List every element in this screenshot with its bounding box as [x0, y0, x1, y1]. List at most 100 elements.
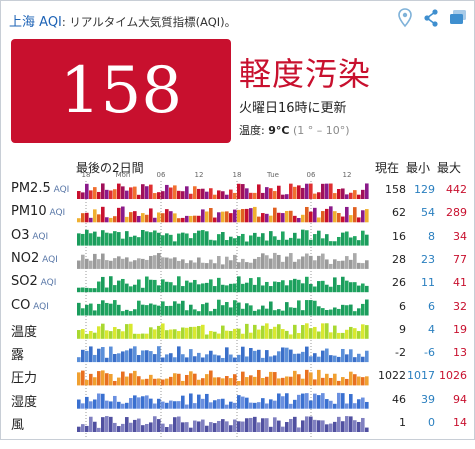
sparkline-bar: [305, 230, 309, 246]
sparkline-bar: [321, 420, 325, 432]
sparkline-bar: [361, 324, 365, 339]
sparkline-bar: [293, 399, 297, 409]
sparkline-bar: [281, 213, 285, 223]
sparkline-bar: [117, 329, 121, 339]
sparkline-bar: [341, 393, 345, 409]
sparkline-bar: [189, 260, 193, 269]
time-axis-label: 12: [343, 171, 352, 179]
sparkline-bar: [225, 330, 229, 339]
sparkline-bar: [165, 330, 169, 339]
sparkline-bar: [209, 239, 213, 246]
row-max-value: 14: [453, 416, 467, 429]
sparkline-bar: [329, 286, 333, 293]
sparkline-bar: [233, 300, 237, 316]
sparkline-bar: [237, 276, 241, 293]
sparkline-bar: [185, 422, 189, 432]
sparkline-bar: [125, 417, 129, 432]
city-name[interactable]: 上海: [9, 15, 36, 30]
sparkline-bar: [177, 233, 181, 246]
sparkline-bar: [97, 393, 101, 409]
sparkline-bar: [165, 281, 169, 293]
row-label-text: 温度: [11, 324, 38, 340]
sparkline-bar: [153, 193, 157, 199]
row-label-text: 風: [11, 418, 25, 433]
sparkline-bar: [89, 288, 93, 293]
sparkline-bar: [201, 283, 205, 293]
sparkline-bar: [101, 183, 105, 199]
sparkline-bar: [261, 285, 265, 293]
sparkline-bar: [225, 194, 229, 199]
sparkline-bar: [341, 216, 345, 223]
sparkline-bar: [217, 399, 221, 409]
sparkline-bar: [209, 311, 213, 316]
sparkline-bar: [97, 214, 101, 223]
sparkline-bar: [165, 184, 169, 199]
row-max-value: 442: [446, 183, 467, 196]
sparkline-bar: [345, 329, 349, 339]
sparkline-bar: [77, 330, 81, 339]
sparkline-bar: [153, 304, 157, 316]
sparkline-bar: [321, 350, 325, 363]
sparkline-bar: [361, 263, 365, 269]
sparkline-bar: [345, 206, 349, 223]
sparkline-bar: [129, 311, 133, 316]
sparkline-bar: [337, 308, 341, 316]
sparkline-bar: [257, 277, 261, 293]
sparkline-bar: [133, 333, 137, 339]
time-axis-label: 18: [233, 171, 242, 179]
sparkline-bar: [229, 378, 233, 386]
sparkline-bar: [341, 304, 345, 316]
sparkline-bar: [165, 209, 169, 223]
sparkline-bar: [293, 232, 297, 246]
sparkline-bar: [81, 287, 85, 293]
sparkline-bar: [81, 370, 85, 386]
sparkline-bar: [105, 189, 109, 199]
sparkline-bar: [249, 402, 253, 409]
sparkline-bar: [261, 253, 265, 269]
sparkline-bar: [353, 311, 357, 316]
sparkline-bar: [121, 238, 125, 246]
share-icon[interactable]: [422, 8, 440, 28]
sparkline-bar: [361, 356, 365, 363]
sparkline-bar: [309, 239, 313, 246]
sparkline-bar: [281, 377, 285, 386]
sparkline-bar: [81, 213, 85, 223]
sparkline-bar: [113, 422, 117, 432]
sparkline-bar: [301, 325, 305, 339]
sparkline-bar: [137, 397, 141, 409]
widget-icon[interactable]: [448, 8, 466, 28]
sparkline-bar: [149, 374, 153, 386]
sparkline-bar: [309, 372, 313, 386]
sparkline-bar: [109, 331, 113, 339]
sparkline-bar: [77, 426, 81, 432]
sparkline-bar: [241, 421, 245, 432]
sparkline-bar: [157, 398, 161, 409]
sparkline-bar: [133, 284, 137, 293]
col-current-header: 現在: [375, 161, 400, 175]
sparkline-bar: [305, 393, 309, 409]
sparkline-bar: [325, 309, 329, 316]
sparkline-bar: [181, 354, 185, 363]
sparkline-bar: [301, 214, 305, 223]
sparkline-bar: [89, 416, 93, 432]
location-pin-icon[interactable]: [396, 8, 414, 28]
aqi-label[interactable]: AQI: [39, 15, 62, 30]
sparkline-bar: [349, 259, 353, 269]
sparkline-bar: [181, 191, 185, 199]
sparkline-bar: [137, 258, 141, 269]
sparkline-bar: [209, 279, 213, 293]
sparkline-bar: [361, 210, 365, 223]
sparkline-bar: [301, 310, 305, 316]
sparkline-bar: [285, 194, 289, 199]
sparkline-bar: [297, 427, 301, 432]
sparkline-bar: [109, 233, 113, 246]
row-min-value: 23: [421, 252, 435, 266]
sparkline-bar: [221, 211, 225, 223]
sparkline-bar: [281, 261, 285, 269]
sparkline-bar: [165, 402, 169, 409]
sparkline-bar: [113, 395, 117, 409]
sparkline-bar: [201, 262, 205, 269]
sparkline-bar: [213, 354, 217, 363]
sparkline-bar: [245, 323, 249, 339]
sparkline-bar: [313, 393, 317, 409]
